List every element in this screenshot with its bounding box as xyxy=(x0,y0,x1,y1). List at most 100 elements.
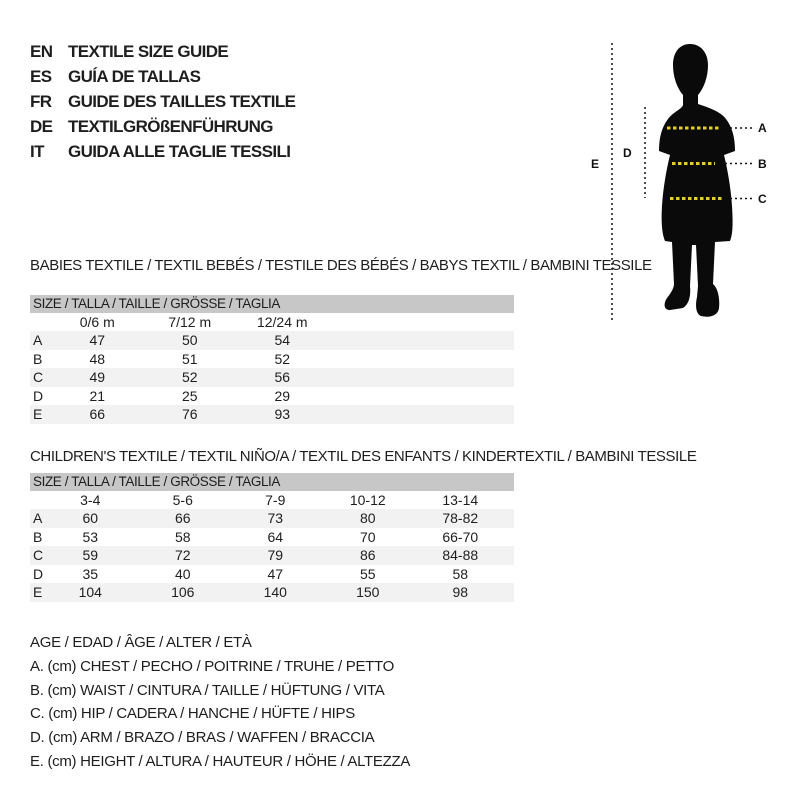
table-row-e: E 66 76 93 xyxy=(30,405,514,424)
table-row-d: D 35 40 47 55 58 xyxy=(30,565,514,584)
table-cell: 58 xyxy=(174,528,191,545)
row-label: C xyxy=(33,369,44,385)
column-header: 5-6 xyxy=(172,492,193,508)
column-header: 12/24 m xyxy=(256,314,308,330)
corner-cell xyxy=(30,491,44,509)
table-cell: 78-82 xyxy=(442,510,479,526)
table-cell: 140 xyxy=(263,584,287,600)
table-cell: 73 xyxy=(267,510,284,526)
babies-size-table: SIZE / TALLA / TAILLE / GRÖSSE / TAGLIA … xyxy=(30,295,514,424)
table-cell: 72 xyxy=(174,547,191,563)
table-cell: 76 xyxy=(181,406,198,422)
row-label: D xyxy=(33,387,44,404)
row-label: D xyxy=(33,565,44,582)
column-header: 3-4 xyxy=(80,492,101,508)
table-cell: 64 xyxy=(267,528,284,545)
table-cell: 53 xyxy=(82,528,99,545)
language-code: FR xyxy=(30,91,52,111)
table-row-a: A 47 50 54 xyxy=(30,331,514,350)
child-measurement-figure: A B C D E xyxy=(585,38,785,328)
table-cell: 47 xyxy=(267,565,284,582)
language-title: GUIDE DES TAILLES TEXTILE xyxy=(68,91,296,111)
language-title: TEXTILE SIZE GUIDE xyxy=(68,41,229,61)
table-cell: 50 xyxy=(181,332,198,348)
table-cell: 104 xyxy=(78,584,102,600)
measurement-figure-svg: A B C D E xyxy=(591,43,767,320)
table-cell: 52 xyxy=(181,369,198,385)
legend-line-waist: B. (cm) WAIST / CINTURA / TAILLE / HÜFTU… xyxy=(30,681,385,699)
table-row-c: C 59 72 79 86 84-88 xyxy=(30,546,514,565)
table-cell: 47 xyxy=(89,332,106,348)
table-cell: 21 xyxy=(89,387,106,404)
table-cell: 150 xyxy=(356,584,380,600)
table-cell: 84-88 xyxy=(442,547,479,563)
table-cell: 66 xyxy=(174,510,191,526)
row-label: B xyxy=(33,350,43,367)
table-cell: 29 xyxy=(274,387,291,404)
column-header: 7/12 m xyxy=(168,314,212,330)
figure-label-b: B xyxy=(758,157,767,171)
row-label: B xyxy=(33,528,43,545)
language-code: DE xyxy=(30,116,53,136)
table-cell: 80 xyxy=(359,510,376,526)
figure-label-d: D xyxy=(623,146,632,160)
legend-line-height: E. (cm) HEIGHT / ALTURA / HAUTEUR / HÖHE… xyxy=(30,752,411,770)
table-cell: 93 xyxy=(274,406,291,422)
children-section-title: CHILDREN'S TEXTILE / TEXTIL NIÑO/A / TEX… xyxy=(30,448,697,465)
table-cell: 98 xyxy=(452,584,469,600)
table-cell: 70 xyxy=(359,528,376,545)
child-silhouette-icon xyxy=(659,44,735,317)
figure-label-c: C xyxy=(758,192,767,206)
table-row-c: C 49 52 56 xyxy=(30,368,514,387)
table-cell: 25 xyxy=(181,387,198,404)
children-size-table: SIZE / TALLA / TAILLE / GRÖSSE / TAGLIA … xyxy=(30,473,514,602)
table-cell: 48 xyxy=(89,350,106,367)
language-title: GUIDA ALLE TAGLIE TESSILI xyxy=(68,141,291,161)
table-cell: 40 xyxy=(174,565,191,582)
language-row-fr: FR GUIDE DES TAILLES TEXTILE xyxy=(30,89,296,114)
table-row-e: E 104 106 140 150 98 xyxy=(30,583,514,602)
table-cell: 59 xyxy=(82,547,99,563)
language-code: IT xyxy=(30,141,45,161)
legend-line-age: AGE / EDAD / ÂGE / ALTER / ETÀ xyxy=(30,634,252,651)
table-cell: 79 xyxy=(267,547,284,563)
language-row-en: EN TEXTILE SIZE GUIDE xyxy=(30,39,295,64)
column-header: 10-12 xyxy=(349,492,386,508)
table-row-d: D 21 25 29 xyxy=(30,387,514,406)
language-code: ES xyxy=(30,66,52,86)
language-title: TEXTILGRÖßENFÜHRUNG xyxy=(68,116,273,136)
table-cell: 51 xyxy=(181,350,198,367)
language-row-es: ES GUÍA DE TALLAS xyxy=(30,64,295,89)
table-cell: 56 xyxy=(274,369,291,385)
corner-cell xyxy=(30,313,51,331)
column-header: 13-14 xyxy=(442,492,479,508)
table-cell: 58 xyxy=(452,565,469,582)
row-label: E xyxy=(33,584,43,600)
measurement-legend: AGE / EDAD / ÂGE / ALTER / ETÀ A. (cm) C… xyxy=(30,631,410,774)
children-size-header-bar: SIZE / TALLA / TAILLE / GRÖSSE / TAGLIA xyxy=(30,473,514,491)
table-cell: 66-70 xyxy=(442,528,479,545)
table-cell: 66 xyxy=(89,406,106,422)
table-row-b: B 53 58 64 70 66-70 xyxy=(30,528,514,547)
row-label: A xyxy=(33,510,43,526)
row-label: A xyxy=(33,332,43,348)
language-title-list: EN TEXTILE SIZE GUIDE ES GUÍA DE TALLAS … xyxy=(30,39,296,164)
table-cell: 54 xyxy=(274,332,291,348)
table-cell: 106 xyxy=(171,584,195,600)
language-row-de: DE TEXTILGRÖßENFÜHRUNG xyxy=(30,114,295,139)
figure-label-a: A xyxy=(758,121,767,135)
language-title: GUÍA DE TALLAS xyxy=(68,66,201,86)
figure-label-e: E xyxy=(591,157,599,171)
table-cell: 35 xyxy=(82,565,99,582)
language-code: EN xyxy=(30,41,53,61)
table-cell: 49 xyxy=(89,369,106,385)
legend-line-chest: A. (cm) CHEST / PECHO / POITRINE / TRUHE… xyxy=(30,657,394,675)
babies-column-header-row: 0/6 m 7/12 m 12/24 m xyxy=(30,313,514,331)
table-row-b: B 48 51 52 xyxy=(30,350,514,369)
table-cell: 52 xyxy=(274,350,291,367)
children-column-header-row: 3-4 5-6 7-9 10-12 13-14 xyxy=(30,491,514,509)
row-label: E xyxy=(33,406,43,422)
legend-line-arm: D. (cm) ARM / BRAZO / BRAS / WAFFEN / BR… xyxy=(30,729,375,747)
legend-line-hip: C. (cm) HIP / CADERA / HANCHE / HÜFTE / … xyxy=(30,705,355,723)
